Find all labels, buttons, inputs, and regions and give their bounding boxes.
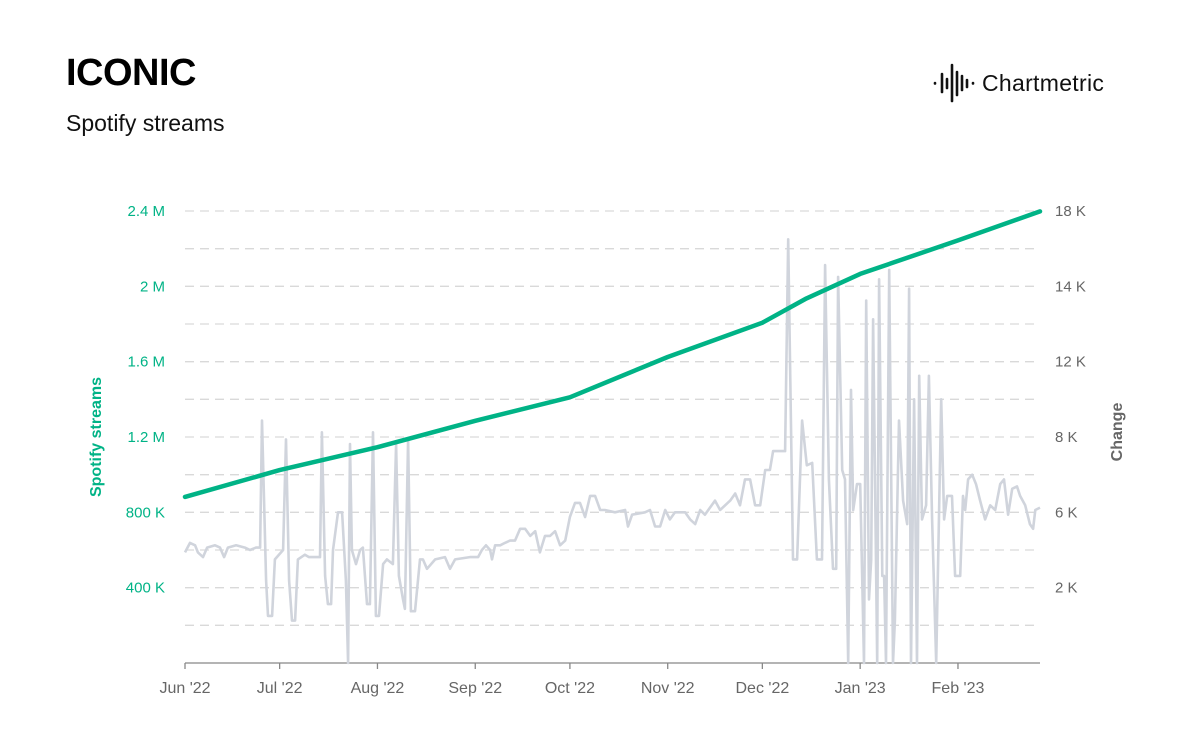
x-tick-label: Oct '22 — [545, 680, 595, 697]
y-axis-right: 2 K 6 K 8 K 12 K 14 K 18 K — [1055, 203, 1086, 597]
x-tick-label: Jun '22 — [159, 680, 210, 697]
x-tick-label: Nov '22 — [641, 680, 695, 697]
x-tick-label: Jul '22 — [257, 680, 303, 697]
change-series-line — [183, 238, 1041, 665]
page-title: ICONIC — [66, 52, 197, 94]
x-tick-label: Sep '22 — [448, 680, 502, 697]
chartmetric-logo: Chartmetric — [932, 62, 1104, 104]
y-left-tick-label: 800 K — [126, 504, 165, 521]
brand-name: Chartmetric — [982, 69, 1105, 96]
page-subtitle: Spotify streams — [66, 110, 225, 136]
x-axis: Jun '22 Jul '22 Aug '22 Sep '22 Oct '22 Nov '… — [159, 662, 1040, 697]
y-left-tick-label: 1.2 M — [127, 429, 165, 446]
y-left-tick-label: 2 M — [140, 278, 165, 295]
y-right-tick-label: 18 K — [1055, 203, 1086, 220]
y-left-tick-label: 400 K — [126, 580, 165, 597]
streams-series-line — [182, 209, 1043, 500]
series-layer — [182, 209, 1043, 665]
x-tick-label: Feb '23 — [932, 680, 985, 697]
chartmetric-waveform-icon — [933, 63, 975, 103]
x-tick-label: Dec '22 — [735, 680, 789, 697]
y-axis-right-title: Change — [1109, 403, 1126, 462]
y-axis-left-title: Spotify streams — [88, 377, 105, 497]
y-right-tick-label: 14 K — [1055, 278, 1086, 295]
y-axis-left: 400 K 800 K 1.2 M 1.6 M 2 M 2.4 M — [126, 203, 165, 597]
x-tick-label: Jan '23 — [835, 680, 886, 697]
y-right-tick-label: 2 K — [1055, 580, 1078, 597]
y-right-tick-label: 12 K — [1055, 354, 1086, 371]
y-right-tick-label: 6 K — [1055, 504, 1078, 521]
x-tick-label: Aug '22 — [351, 680, 405, 697]
y-left-tick-label: 1.6 M — [127, 354, 165, 371]
y-right-tick-label: 8 K — [1055, 429, 1078, 446]
y-left-tick-label: 2.4 M — [127, 203, 165, 220]
